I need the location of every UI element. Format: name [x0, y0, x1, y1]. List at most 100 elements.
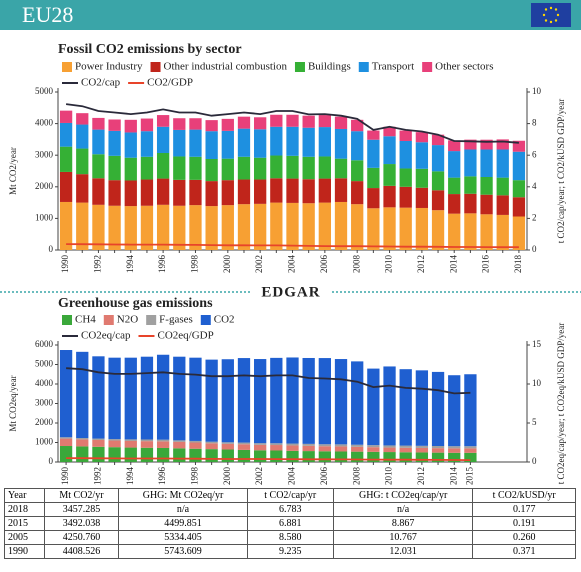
- x-tick-label: 1996: [157, 467, 167, 486]
- bar: [76, 174, 89, 203]
- bar: [270, 445, 283, 451]
- bar: [92, 356, 105, 439]
- bar: [59, 122, 73, 147]
- legend-swatch: [358, 62, 369, 72]
- table-cell: 2015: [4, 516, 45, 531]
- bar: [286, 357, 299, 444]
- bar: [415, 168, 429, 188]
- y2-tick-label: 0: [532, 244, 537, 254]
- bar: [205, 206, 218, 250]
- x-tick-label: 2000: [222, 467, 232, 486]
- bar: [367, 445, 380, 448]
- bar: [205, 359, 218, 442]
- legend-swatch: [294, 62, 305, 72]
- bar: [108, 119, 121, 131]
- y-axis-label: Mt CO2/year: [8, 147, 18, 195]
- bar: [140, 441, 154, 448]
- summary-table: Year Mt CO2/yr GHG: Mt CO2eq/yr t CO2/cap/y…: [4, 488, 576, 559]
- bar: [221, 130, 234, 159]
- bar: [286, 445, 299, 451]
- bar: [205, 120, 218, 132]
- bar: [496, 214, 509, 250]
- bar: [270, 155, 283, 179]
- table-cell: 10.767: [332, 530, 474, 545]
- bar: [124, 180, 137, 207]
- bar: [351, 160, 364, 182]
- bar: [318, 446, 331, 452]
- bar: [237, 358, 251, 443]
- legend-label: CO2/cap: [81, 77, 121, 89]
- bar: [383, 136, 396, 165]
- bar: [431, 448, 445, 453]
- bar: [140, 118, 154, 132]
- bar: [237, 442, 251, 445]
- chart-title: Greenhouse gas emissions: [58, 296, 213, 311]
- bar: [221, 359, 234, 443]
- bar: [108, 205, 121, 250]
- table-cell: n/a: [332, 502, 474, 517]
- table-cell: 0.191: [472, 516, 576, 531]
- bar: [140, 439, 154, 442]
- bar: [189, 442, 202, 449]
- y-tick-label: 1000: [35, 212, 54, 222]
- legend-swatch: [62, 62, 72, 72]
- bar: [399, 452, 412, 462]
- bar: [108, 447, 121, 462]
- bar: [286, 126, 299, 156]
- table-cell: 4408.526: [43, 544, 120, 559]
- bar: [496, 149, 509, 178]
- bar: [173, 156, 186, 180]
- bar: [270, 450, 283, 462]
- x-tick-label: 1992: [92, 255, 102, 273]
- legend-label: Transport: [372, 61, 414, 73]
- bar: [464, 139, 477, 150]
- bar: [415, 207, 429, 250]
- legend-label: N2O: [117, 314, 138, 326]
- bar: [124, 357, 137, 440]
- bar: [334, 444, 348, 447]
- x-tick-label: 2006: [319, 467, 329, 486]
- bar: [205, 181, 218, 207]
- bar: [59, 146, 73, 172]
- bar: [221, 442, 234, 444]
- bar: [302, 127, 315, 157]
- bar: [140, 156, 154, 180]
- bar: [383, 126, 396, 137]
- bar: [431, 190, 445, 211]
- bar: [59, 438, 73, 447]
- bar: [286, 178, 299, 203]
- line-series: [66, 243, 519, 249]
- bar: [237, 156, 251, 180]
- y-tick-label: 0: [49, 456, 54, 466]
- bar: [254, 450, 267, 462]
- bar: [189, 129, 202, 157]
- column-header: GHG: t CO2eq/cap/yr: [332, 488, 474, 503]
- bar: [205, 449, 218, 462]
- bar: [156, 204, 170, 250]
- x-tick-label: 1998: [190, 255, 200, 274]
- bar: [351, 444, 364, 447]
- bar: [189, 205, 202, 250]
- bar: [156, 447, 170, 462]
- y-tick-label: 3000: [35, 398, 54, 408]
- bar: [173, 205, 186, 250]
- legend-label: CO2: [214, 314, 235, 326]
- bar: [173, 118, 186, 130]
- table-header: Year Mt CO2/yr GHG: Mt CO2eq/yr t CO2/cap/y…: [4, 488, 576, 503]
- line-series: [66, 457, 471, 461]
- bar: [173, 356, 186, 441]
- logo: EDGAR: [261, 284, 320, 300]
- bar: [512, 151, 526, 181]
- bar: [334, 178, 348, 202]
- bar: [221, 449, 234, 462]
- bar: [92, 129, 105, 155]
- bar: [431, 134, 445, 146]
- bar: [383, 185, 396, 208]
- x-tick-label: 2002: [254, 255, 264, 273]
- bar: [512, 140, 526, 152]
- bar: [189, 357, 202, 441]
- bar: [399, 369, 412, 446]
- y2-tick-label: 6: [532, 149, 537, 159]
- table-cell: 12.031: [332, 544, 474, 559]
